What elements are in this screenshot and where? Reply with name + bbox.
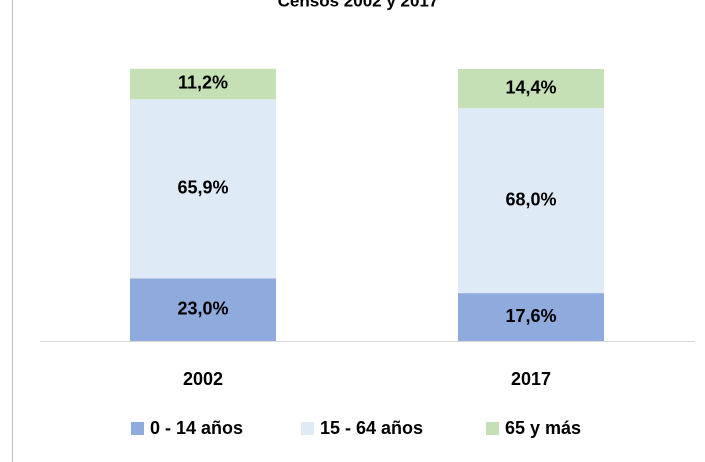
x-tick-label: 2017 — [511, 369, 551, 389]
x-tick-label: 2002 — [183, 369, 223, 389]
bar-segment — [458, 293, 604, 341]
chart-title: Censos 2002 y 2017 — [278, 0, 439, 10]
data-label: 17,6% — [505, 306, 556, 326]
data-label: 14,4% — [505, 77, 556, 97]
data-label: 23,0% — [177, 298, 228, 318]
legend-swatch — [301, 422, 314, 435]
data-label: 11,2% — [178, 73, 228, 93]
legend-label: 0 - 14 años — [150, 418, 243, 438]
bar-segment — [458, 108, 604, 294]
legend-swatch — [486, 422, 499, 435]
legend-label: 65 y más — [505, 418, 581, 438]
bar-segment — [130, 278, 276, 341]
bar-segment — [130, 99, 276, 279]
bar-segment — [458, 69, 604, 109]
legend-swatch — [131, 422, 144, 435]
data-label: 68,0% — [505, 189, 556, 209]
bar-segment — [130, 68, 276, 100]
data-label: 65,9% — [177, 178, 228, 198]
legend-label: 15 - 64 años — [320, 418, 423, 438]
